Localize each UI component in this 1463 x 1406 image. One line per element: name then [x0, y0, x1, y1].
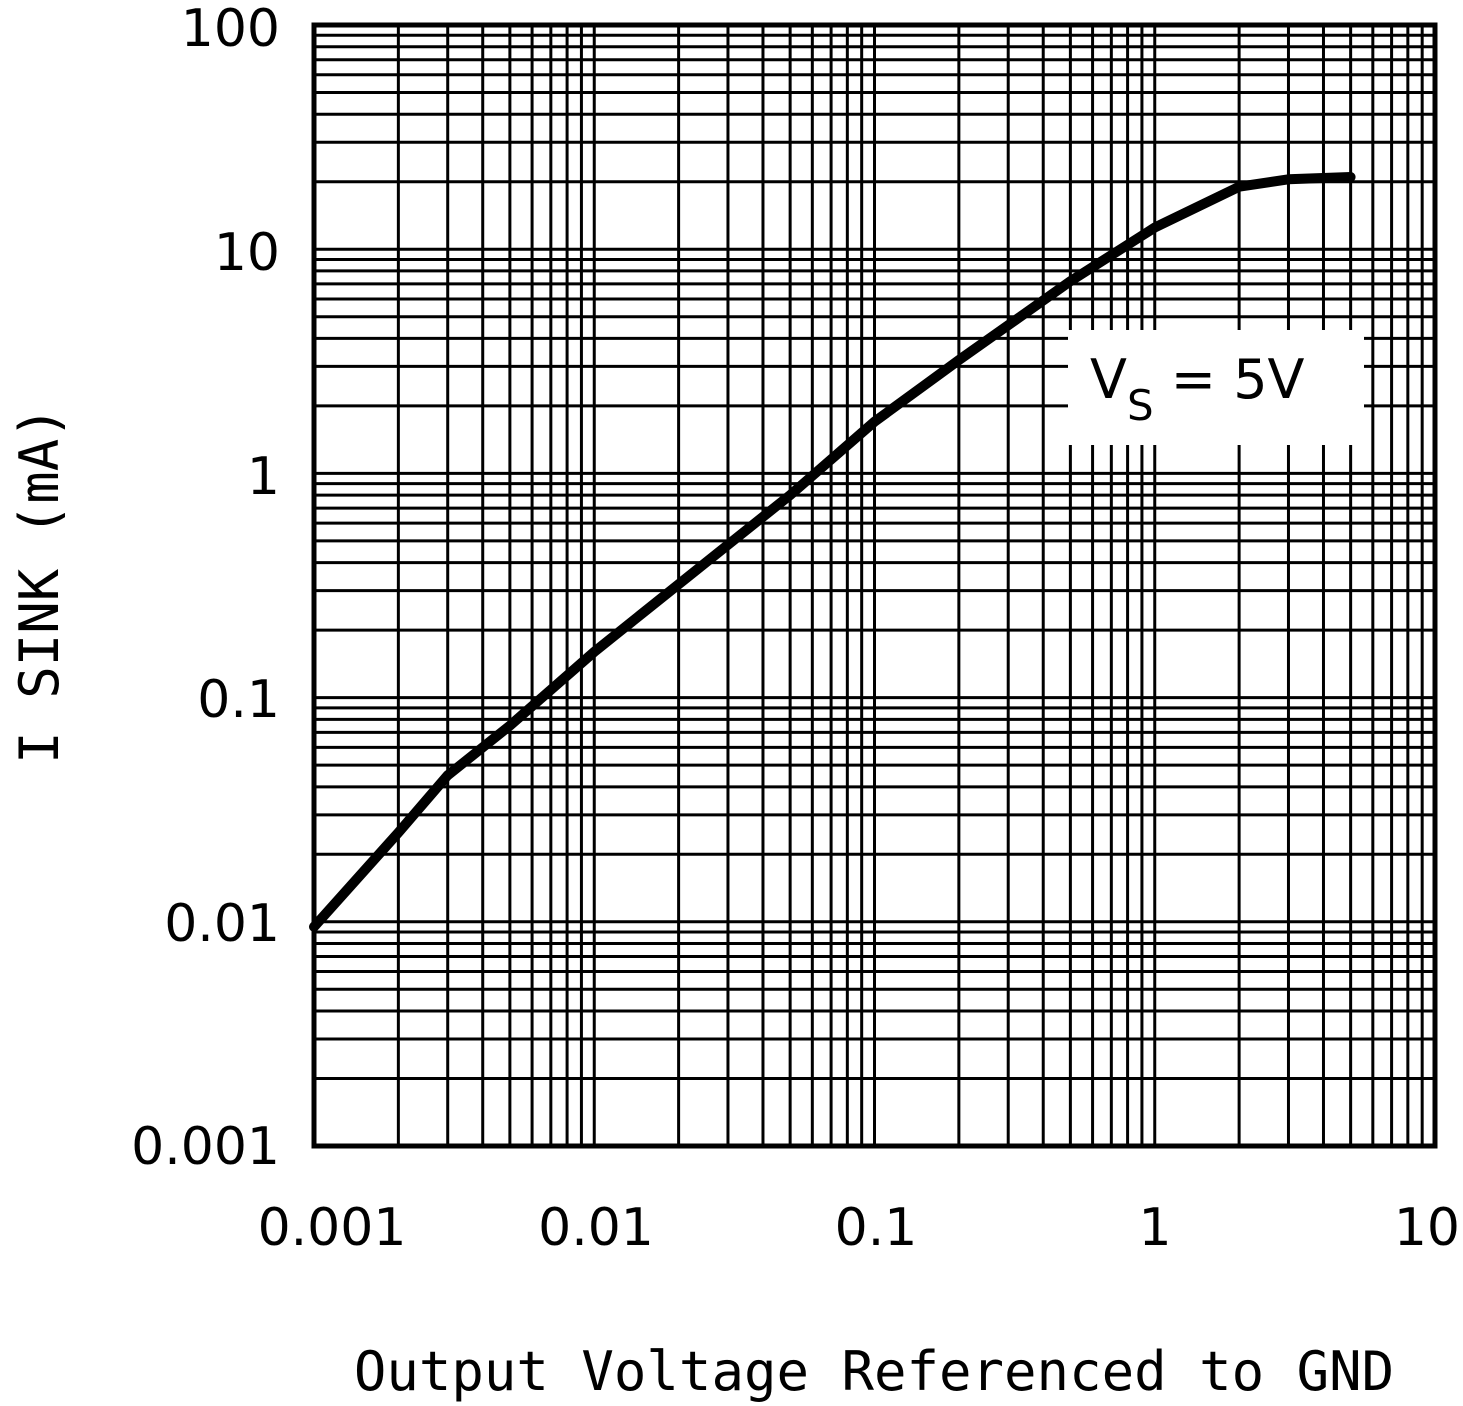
y-tick-label: 0.1	[197, 670, 280, 730]
x-tick-label: 0.01	[538, 1198, 654, 1258]
plot-frame	[311, 22, 1438, 1149]
series-line	[309, 172, 1356, 932]
y-axis-label: I SINK (mA)	[8, 406, 71, 764]
y-tick-label: 0.001	[131, 1117, 280, 1177]
x-tick-label: 1	[1138, 1198, 1171, 1258]
annotation-text: VS = 5V	[1090, 348, 1305, 430]
x-tick-labels: 0.001 0.01 0.1 1 10	[258, 1198, 1460, 1258]
y-tick-labels: 0.001 0.01 0.1 1 10 100	[131, 0, 280, 1177]
x-tick-label: 0.001	[258, 1198, 407, 1258]
annotation-sub: S	[1127, 381, 1154, 430]
grid	[312, 25, 1435, 1148]
y-tick-label: 1	[247, 447, 280, 507]
annotation-rest: = 5V	[1154, 348, 1305, 411]
x-tick-label: 10	[1394, 1198, 1460, 1258]
annotation-main: V	[1090, 348, 1127, 411]
x-tick-label: 0.1	[835, 1198, 918, 1258]
y-tick-label: 0.01	[164, 894, 280, 954]
y-tick-label: 100	[181, 0, 280, 59]
annotation-box: VS = 5V	[1068, 330, 1364, 445]
y-tick-label: 10	[214, 223, 280, 283]
x-axis-label: Output Voltage Referenced to GND	[354, 1340, 1394, 1403]
